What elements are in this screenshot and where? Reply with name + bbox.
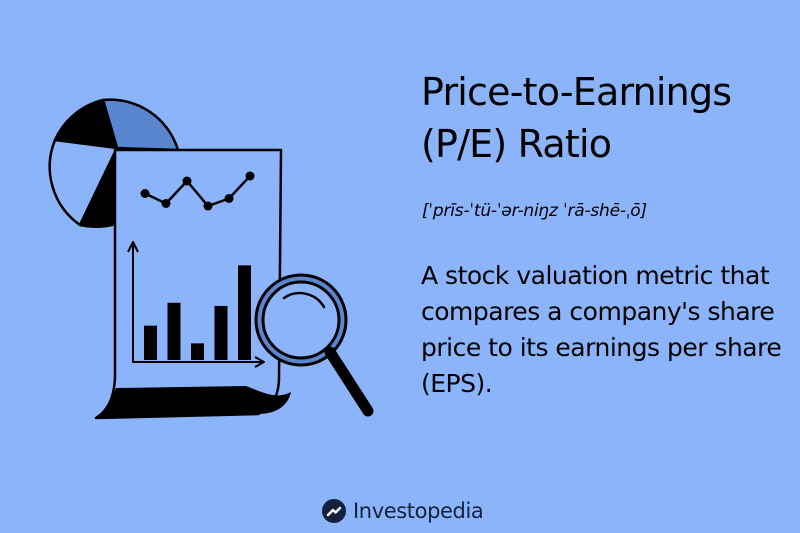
- line-point: [224, 194, 234, 203]
- brand[interactable]: Investopedia: [322, 495, 484, 527]
- document-icon: [94, 148, 291, 420]
- bar: [238, 265, 251, 360]
- bar: [167, 302, 181, 360]
- page-title: Price-to-Earnings (P/E) Ratio: [421, 70, 732, 166]
- line-point: [182, 176, 192, 186]
- line-point: [140, 189, 150, 198]
- investopedia-logo-icon: [322, 499, 346, 523]
- line-point: [203, 201, 213, 211]
- line-chart-icon: [140, 171, 255, 211]
- line-point: [161, 199, 171, 208]
- magnifying-glass-icon: [254, 273, 374, 417]
- brand-name: Investopedia: [353, 499, 484, 523]
- bar: [144, 325, 157, 360]
- bar-chart-icon: [127, 241, 265, 368]
- line-point: [245, 171, 255, 181]
- bar: [214, 305, 228, 360]
- bar: [191, 343, 204, 360]
- pie-chart-icon: [48, 98, 180, 228]
- pronunciation: [ˈprīs-ˈtü-ˈər-niŋz ˈrā-shē-ˌō]: [422, 201, 647, 221]
- definition-text: A stock valuation metric that compares a…: [421, 261, 782, 398]
